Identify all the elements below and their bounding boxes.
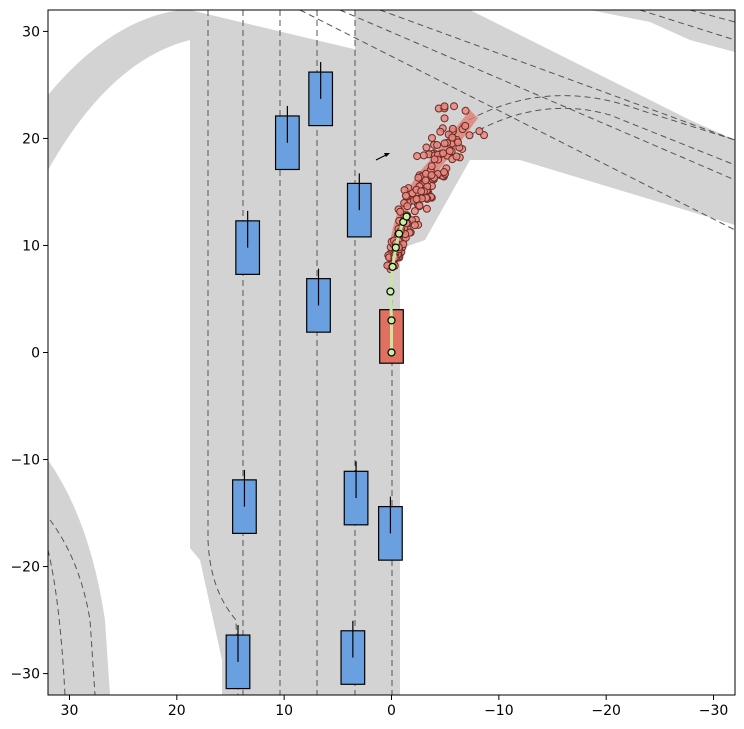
predicted-point: [412, 195, 421, 204]
planned-point: [402, 212, 411, 221]
planned-point: [394, 229, 404, 238]
predicted-point: [427, 162, 436, 171]
predicted-point: [422, 143, 431, 152]
predicted-point: [440, 139, 449, 148]
predicted-point: [440, 168, 449, 177]
planned-point: [386, 287, 395, 296]
planned-point: [391, 243, 400, 252]
x-tick-label: 30: [61, 703, 79, 719]
x-tick-label: −20: [591, 703, 621, 719]
predicted-point: [475, 127, 484, 136]
predicted-point: [450, 102, 459, 111]
predicted-points: [383, 102, 489, 274]
y-tick-label: −30: [10, 667, 40, 683]
y-tick-label: 0: [31, 346, 40, 362]
predicted-point: [403, 202, 412, 211]
predicted-point: [436, 127, 445, 136]
x-tick-label: 10: [275, 703, 293, 719]
predicted-point: [430, 155, 439, 164]
predicted-point: [414, 173, 423, 182]
predicted-point: [421, 176, 430, 185]
predicted-point: [448, 124, 457, 133]
y-axis-ticks: 30 20 10 0 −10 −20 −30: [10, 24, 48, 683]
planned-point: [387, 316, 396, 325]
predicted-point: [440, 114, 449, 123]
y-tick-label: −20: [10, 560, 40, 576]
y-tick-label: 30: [22, 24, 40, 40]
planned-point: [387, 348, 396, 357]
predicted-point: [439, 149, 448, 158]
predicted-point: [453, 138, 462, 147]
y-tick-label: 10: [22, 238, 40, 254]
heading-arrow: [375, 153, 390, 161]
predicted-point: [419, 151, 428, 160]
x-tick-label: 0: [387, 703, 396, 719]
road-main-corridor: [190, 10, 735, 695]
predicted-point: [413, 152, 422, 161]
predicted-point: [465, 131, 474, 140]
predicted-point: [401, 191, 410, 200]
predicted-point: [461, 106, 470, 115]
x-tick-label: −30: [699, 703, 729, 719]
planned-path-points: [386, 212, 411, 357]
road-surface: [48, 10, 735, 695]
predicted-point: [445, 146, 454, 155]
y-tick-label: −10: [10, 453, 40, 469]
y-tick-label: 20: [22, 131, 40, 147]
other-vehicles: [225, 62, 403, 690]
road-lower-left: [48, 460, 110, 695]
road-left-curve: [48, 10, 190, 170]
road-upper-right: [300, 10, 735, 52]
predicted-point: [422, 204, 431, 213]
predicted-point: [448, 133, 457, 142]
predicted-point: [410, 221, 419, 230]
x-tick-label: −10: [484, 703, 514, 719]
predicted-point: [417, 187, 426, 196]
predicted-point: [452, 152, 461, 161]
planned-point: [388, 262, 397, 271]
predicted-point: [410, 207, 419, 216]
x-tick-label: 20: [168, 703, 186, 719]
x-axis-ticks: 30 20 10 0 −10 −20 −30: [61, 695, 729, 719]
predicted-point: [461, 121, 470, 130]
predicted-point: [440, 102, 449, 111]
predicted-point: [427, 171, 436, 180]
predicted-point: [427, 134, 436, 143]
predicted-point: [396, 207, 405, 216]
predicted-point: [433, 141, 442, 150]
